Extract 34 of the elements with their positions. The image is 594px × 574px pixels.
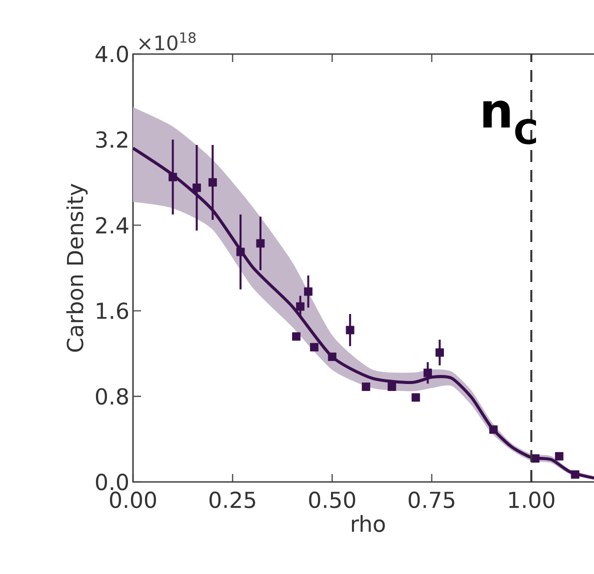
point <box>388 382 396 391</box>
y-tick-label: 4.0 <box>96 46 128 62</box>
point <box>256 239 265 248</box>
x-tick-label: 0.75 <box>408 492 454 508</box>
point <box>236 248 245 256</box>
point <box>208 178 217 187</box>
point <box>292 332 301 341</box>
point <box>489 425 498 434</box>
point <box>304 287 312 296</box>
x-tick-label: 0.50 <box>309 492 356 508</box>
y-tick-label: 0.0 <box>96 474 128 490</box>
x-axis-title: rho <box>352 515 385 532</box>
x-tick-label: 0.00 <box>110 492 156 508</box>
x-tick-label: 1.00 <box>509 492 554 508</box>
point <box>435 348 444 357</box>
x-tick-label: 0.25 <box>210 492 256 508</box>
point <box>412 393 420 402</box>
point <box>424 368 432 378</box>
point <box>346 326 354 334</box>
annotation: n$_{C}$ <box>483 100 536 144</box>
y-tick-label: 0.8 <box>96 388 128 405</box>
point <box>296 302 304 311</box>
point <box>310 342 318 352</box>
y-tick-label: 2.4 <box>96 217 128 234</box>
point <box>328 352 336 362</box>
y-tick-label: 3.2 <box>96 131 128 148</box>
y-axis-title: Carbon Density <box>66 184 88 352</box>
point <box>168 172 178 182</box>
point <box>362 382 370 391</box>
point <box>192 184 201 192</box>
point <box>570 470 580 479</box>
text: ×10$^{18}$ <box>139 32 196 50</box>
y-tick-label: 1.6 <box>96 302 128 320</box>
point <box>554 452 564 461</box>
